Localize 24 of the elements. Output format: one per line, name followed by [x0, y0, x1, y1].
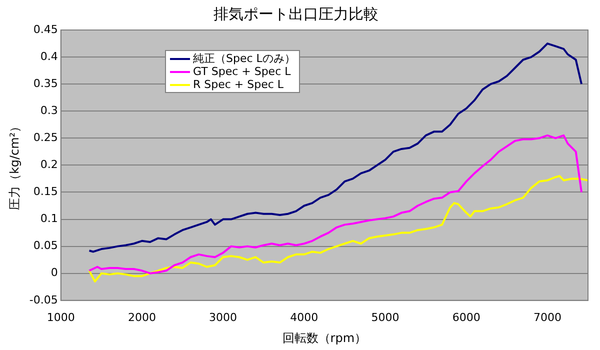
y-tick-label: 0.45	[33, 22, 58, 36]
y-tick-label: 0.15	[33, 185, 58, 198]
y-tick-label: -0.05	[29, 293, 58, 306]
x-tick-label: 5000	[371, 310, 400, 324]
y-tick-label: 0.3	[40, 104, 58, 117]
legend-label: 純正（Spec Lのみ）	[193, 52, 296, 65]
y-tick-label: 0.1	[40, 212, 58, 226]
x-tick-label: 1000	[46, 310, 75, 324]
x-tick-label: 6000	[452, 310, 480, 324]
legend-label: GT Spec + Spec L	[193, 65, 291, 78]
y-tick-label: 0.05	[33, 239, 58, 252]
y-axis-title: 圧力（kg/cm²）	[7, 120, 22, 210]
x-axis-title: 回転数（rpm）	[282, 330, 367, 345]
x-tick-label: 4000	[290, 310, 318, 324]
y-tick-label: 0.4	[40, 50, 58, 63]
y-tick-label: 0.2	[40, 158, 58, 172]
x-tick-label: 2000	[128, 310, 156, 324]
legend-label: R Spec + Spec L	[193, 78, 284, 91]
x-tick-label: 3000	[209, 310, 238, 324]
y-tick-label: 0.25	[33, 131, 58, 144]
x-tick-label: 7000	[533, 310, 562, 324]
chart-title: 排気ポート出口圧力比較	[214, 4, 378, 23]
y-tick-label: 0.35	[33, 76, 58, 90]
y-tick-label: 0	[50, 266, 58, 280]
